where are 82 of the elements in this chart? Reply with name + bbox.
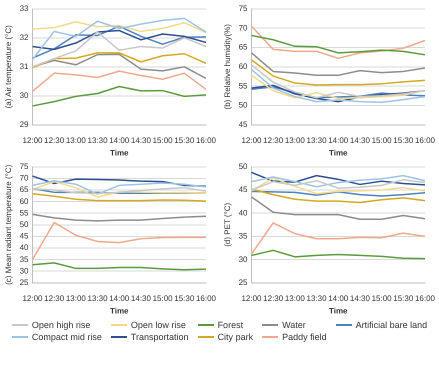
y-axis-title: (b) Relative humidity(%)	[223, 24, 232, 110]
x-tick-label: 16:00	[196, 136, 217, 145]
x-tick-label: 12:00	[241, 294, 262, 303]
y-tick-label: 70	[238, 23, 248, 32]
y-tick-label: 35	[238, 232, 248, 241]
x-tick-label: 14:00	[109, 136, 130, 145]
x-axis-title: Time	[110, 306, 130, 316]
x-tick-label: 14:30	[350, 294, 370, 303]
x-tick-label: 13:30	[306, 136, 328, 145]
x-tick-label: 12:30	[263, 136, 284, 145]
x-axis-title: Time	[328, 306, 348, 316]
x-tick-label: 16:00	[414, 294, 436, 303]
y-tick-label: 50	[238, 162, 248, 172]
y-axis-title: (d) PET (°C)	[223, 202, 232, 247]
y-tick-label: 30	[20, 266, 30, 276]
x-tick-label: 13:30	[306, 294, 328, 303]
y-tick-label: 40	[238, 208, 248, 218]
y-tick-label: 55	[238, 81, 248, 90]
legend-label: City park	[218, 332, 254, 342]
x-tick-label: 12:30	[44, 136, 65, 145]
y-tick-label: 70	[20, 174, 30, 183]
y-tick-label: 50	[238, 100, 248, 110]
x-tick-label: 14:30	[130, 294, 152, 303]
y-tick-label: 31	[20, 62, 30, 72]
y-tick-label: 45	[238, 185, 248, 194]
y-tick-label: 30	[20, 91, 30, 100]
y-axis-title: (c) Mean radiant temperature (°C)	[4, 164, 14, 285]
y-tick-label: 25	[20, 278, 30, 288]
legend-label: Water	[282, 320, 306, 330]
legend-label: Transportation	[130, 332, 189, 342]
x-axis-title: Time	[328, 148, 348, 158]
x-tick-label: 15:30	[393, 294, 414, 303]
x-tick-label: 15:00	[372, 136, 392, 145]
y-tick-label: 25	[238, 278, 248, 288]
y-tick-label: 75	[20, 162, 30, 172]
x-tick-label: 15:30	[174, 136, 195, 145]
y-tick-label: 60	[20, 196, 30, 206]
x-tick-label: 15:00	[152, 294, 174, 303]
y-tick-label: 35	[20, 254, 30, 264]
x-tick-label: 13:00	[284, 136, 306, 145]
legend-label: Artificial bare land	[356, 320, 428, 330]
x-tick-label: 12:00	[241, 136, 262, 145]
x-axis-title: Time	[110, 148, 130, 158]
x-tick-label: 14:00	[328, 294, 349, 303]
y-tick-label: 60	[238, 62, 248, 72]
x-tick-label: 13:30	[88, 294, 108, 303]
y-tick-label: 33	[20, 4, 30, 14]
x-tick-label: 15:00	[152, 136, 174, 145]
legend-label: Paddy field	[282, 332, 327, 342]
x-tick-label: 14:30	[350, 136, 370, 145]
y-tick-label: 50	[20, 220, 30, 230]
y-tick-label: 29	[20, 120, 30, 130]
x-tick-label: 13:00	[66, 294, 86, 303]
x-tick-label: 14:30	[130, 136, 152, 145]
x-tick-label: 16:00	[196, 294, 217, 303]
y-tick-label: 45	[20, 232, 30, 241]
x-tick-label: 16:00	[414, 136, 436, 145]
y-tick-label: 40	[20, 243, 30, 252]
x-tick-label: 14:00	[328, 136, 349, 145]
legend-label: Open low rise	[130, 320, 186, 330]
legend-label: Open high rise	[32, 320, 90, 330]
legend-label: Forest	[218, 320, 244, 330]
x-tick-label: 15:00	[372, 294, 392, 303]
x-tick-label: 13:30	[88, 136, 108, 145]
y-tick-label: 32	[20, 33, 30, 42]
y-tick-label: 75	[238, 4, 248, 14]
x-tick-label: 13:00	[66, 136, 86, 145]
y-tick-label: 30	[238, 254, 248, 264]
x-tick-label: 12:00	[22, 136, 44, 145]
y-tick-label: 55	[20, 208, 30, 218]
y-tick-label: 65	[238, 42, 248, 52]
x-tick-label: 12:00	[22, 294, 44, 303]
y-tick-label: 45	[238, 120, 248, 130]
x-tick-label: 15:30	[174, 294, 195, 303]
x-tick-label: 12:30	[263, 294, 284, 303]
x-tick-label: 13:00	[284, 294, 306, 303]
legend-label: Compact mid rise	[32, 332, 102, 342]
y-tick-label: 65	[20, 185, 30, 194]
x-tick-label: 14:00	[109, 294, 130, 303]
x-tick-label: 15:30	[393, 136, 414, 145]
x-tick-label: 12:30	[44, 294, 65, 303]
y-axis-title: (a) Air temperature (°C)	[4, 24, 14, 108]
